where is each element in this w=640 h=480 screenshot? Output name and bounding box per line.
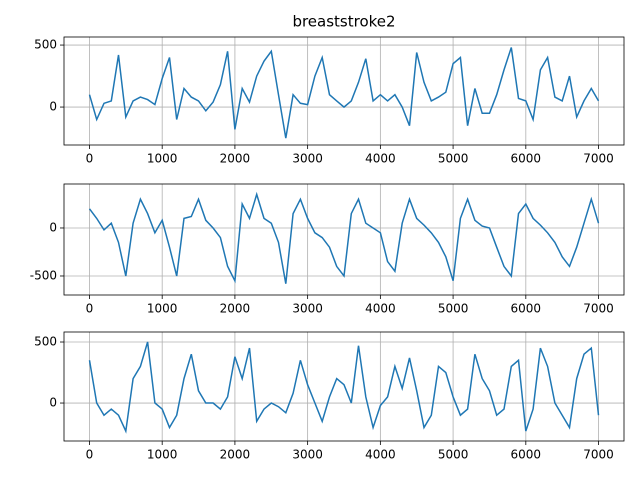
x-tick-label: 7000 [583,302,614,316]
x-tick-label: 0 [86,448,94,462]
x-tick-label: 4000 [365,302,396,316]
y-tick-label: 0 [49,100,57,114]
x-tick-label: 5000 [438,302,469,316]
x-tick-label: 3000 [292,448,323,462]
y-tick-label: 0 [49,220,57,234]
y-tick-label: 500 [34,335,57,349]
subplot: 0 1000 2000 3000 4000 5000 6000 7000 -500 0 [30,183,625,316]
x-tick-label: 5000 [438,448,469,462]
x-tick-label: 2000 [220,448,251,462]
x-tick-label: 7000 [583,448,614,462]
x-tick-label: 6000 [511,152,542,166]
x-tick-label: 3000 [292,302,323,316]
axes-frame [63,331,625,442]
x-tick-label: 3000 [292,152,323,166]
chart-title: breaststroke2 [292,13,395,31]
x-tick-label: 1000 [147,448,178,462]
data-line [88,341,600,434]
x-tick-label: 4000 [365,448,396,462]
y-tick-label: -500 [30,268,57,282]
y-tick-label: 500 [34,38,57,52]
x-tick-label: 0 [86,302,94,316]
x-tick-label: 1000 [147,152,178,166]
x-tick-label: 7000 [583,152,614,166]
data-line [88,191,600,284]
x-tick-label: 5000 [438,152,469,166]
x-tick-label: 6000 [511,448,542,462]
data-line [88,47,600,139]
x-tick-label: 1000 [147,302,178,316]
x-tick-label: 2000 [220,152,251,166]
y-tick-label: 0 [49,396,57,410]
axes-frame [63,36,625,146]
x-tick-label: 0 [86,152,94,166]
x-tick-label: 2000 [220,302,251,316]
x-tick-label: 6000 [511,302,542,316]
axes-frame [63,183,625,296]
subplot: 0 1000 2000 3000 4000 5000 6000 7000 0 500 [34,331,625,462]
x-tick-label: 4000 [365,152,396,166]
